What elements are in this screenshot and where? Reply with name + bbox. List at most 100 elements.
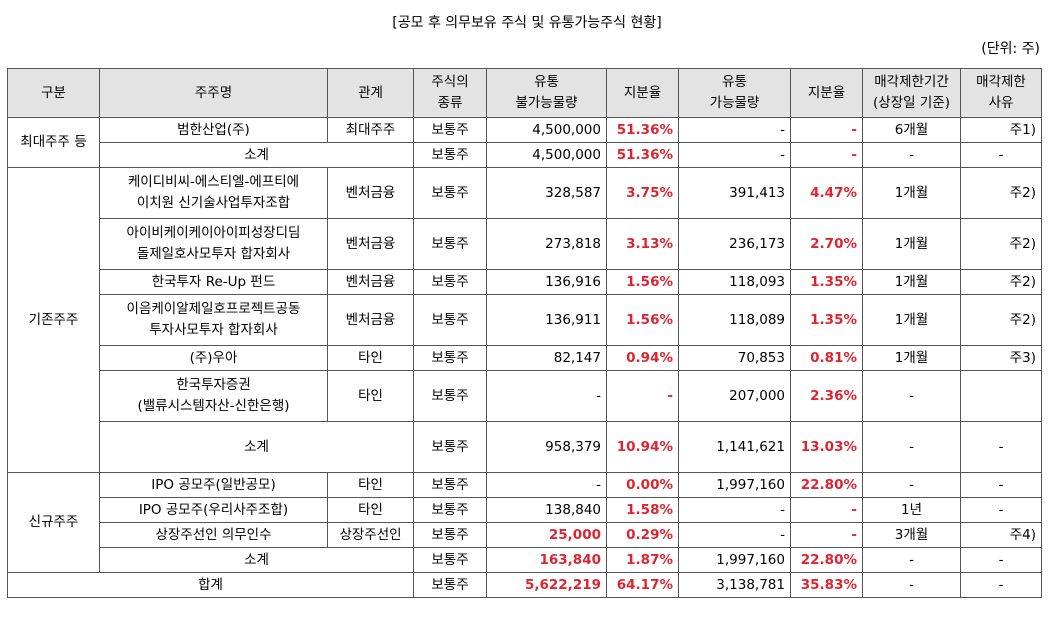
holder-name: 한국투자증권 (밸류시스템자산-신한은행) [99,370,328,422]
group-cell: 신규주주 [7,472,100,573]
locked-qty: 328,587 [486,167,607,219]
holder-name: (주)우아 [99,345,328,371]
locked-qty: 136,916 [486,269,607,295]
locked-qty: 5,622,219 [486,572,607,598]
free-qty: 118,093 [678,269,791,295]
locked-qty: 4,500,000 [486,142,607,168]
relation: 타인 [327,345,414,371]
locked-pct: 1.56% [606,294,679,346]
group-cell: 최대주주 등 [7,117,100,168]
lock-period: - [862,547,961,573]
table-row: 소계 보통주 4,500,000 51.36% - - - - [8,142,1042,168]
holder-name: 한국투자 Re-Up 펀드 [99,269,328,295]
relation: 타인 [327,370,414,422]
total-label: 합계 [7,572,414,598]
share-type: 보통주 [413,497,487,523]
holder-name: IPO 공모주(일반공모) [99,472,328,498]
lock-period: - [862,142,961,168]
locked-qty: - [486,370,607,422]
lock-reason: - [960,142,1042,168]
table-row: 소계 보통주 958,379 10.94% 1,141,621 13.03% - - [8,421,1042,473]
locked-pct: 1.58% [606,497,679,523]
locked-pct: 3.75% [606,167,679,219]
free-pct: 35.83% [790,572,863,598]
lock-period: 1개월 [862,345,961,371]
locked-pct: - [606,370,679,422]
free-qty: - [678,497,791,523]
locked-pct: 51.36% [606,117,679,143]
table-title: [공모 후 의무보유 주식 및 유통가능주식 현황] [392,15,662,31]
total-row: 합계 보통주 5,622,219 64.17% 3,138,781 35.83% - - [7,572,1042,598]
share-type: 보통주 [413,142,487,168]
holder-name: 아이비케이케이아이피성장디딤 돌제일호사모투자 합자회사 [99,218,328,270]
locked-pct: 3.13% [606,218,679,270]
locked-pct: 0.00% [606,472,679,498]
header-category: 구분 [7,68,100,118]
locked-pct: 0.29% [606,522,679,548]
locked-qty: - [486,472,607,498]
header-relation: 관계 [327,68,414,118]
locked-qty: 163,840 [486,547,607,573]
relation: 타인 [327,472,414,498]
table-row: 한국투자증권 (밸류시스템자산-신한은행) 타인 보통주 - -207,000 2.36%… [8,370,1042,422]
share-type: 보통주 [413,167,487,219]
share-type: 보통주 [413,294,487,346]
free-pct: 2.70% [790,218,863,270]
header-locked-qty: 유통 불가능물량 [486,68,607,118]
free-qty: - [678,522,791,548]
free-pct: 1.35% [790,294,863,346]
lock-reason: - [960,572,1042,598]
table-row: 기존주주 케이디비씨-에스티엘-에프티에 이치원 신기술사업투자조합 벤처금융 보통주… [7,167,1042,473]
unit-label: (단위: 주) [981,41,1040,57]
lock-reason: - [960,547,1042,573]
free-qty: - [678,117,791,143]
share-type: 보통주 [413,345,487,371]
free-pct: 22.80% [790,547,863,573]
lock-reason [960,370,1042,422]
lock-reason: 주4) [960,522,1042,548]
locked-qty: 958,379 [486,421,607,473]
subtotal-label: 소계 [99,421,414,473]
free-pct: - [790,117,863,143]
free-qty: 207,000 [678,370,791,422]
free-pct: 4.47% [790,167,863,219]
share-type: 보통주 [413,117,487,143]
shareholding-table: 구분 주주명 관계 주식의 종류 유통 불가능물량 지분율 유통 가능물량 지분… [7,68,1042,598]
free-pct: 1.35% [790,269,863,295]
lock-period: 6개월 [862,117,961,143]
lock-reason: - [960,497,1042,523]
holder-name: 케이디비씨-에스티엘-에프티에 이치원 신기술사업투자조합 [99,167,328,219]
holder-name: 범한산업(주) [99,117,328,143]
table-row: 소계 보통주 163,840 1.87% 1,997,160 22.80% - - [8,547,1042,573]
lock-period: - [862,472,961,498]
lock-period: 1개월 [862,269,961,295]
locked-pct: 1.56% [606,269,679,295]
table-row: IPO 공모주(우리사주조합) 타인 보통주 138,840 1.58% - -1년 - [8,497,1042,523]
locked-qty: 273,818 [486,218,607,270]
header-lock-period: 매각제한기간 (상장일 기준) [862,68,961,118]
lock-period: - [862,421,961,473]
locked-qty: 4,500,000 [486,117,607,143]
header-lock-reason: 매각제한 사유 [960,68,1042,118]
locked-pct: 1.87% [606,547,679,573]
table-row: 아이비케이케이아이피성장디딤 돌제일호사모투자 합자회사 벤처금융 보통주 273,8… [8,218,1042,270]
header-free-qty: 유통 가능물량 [678,68,791,118]
holder-name: IPO 공모주(우리사주조합) [99,497,328,523]
lock-period: - [862,370,961,422]
header-share-type: 주식의 종류 [413,68,487,118]
lock-period: 1개월 [862,294,961,346]
share-type: 보통주 [413,218,487,270]
lock-period: 1개월 [862,218,961,270]
relation: 최대주주 [327,117,414,143]
header-holder-name: 주주명 [99,68,328,118]
free-qty: 391,413 [678,167,791,219]
lock-reason: 주2) [960,167,1042,219]
free-qty: 1,997,160 [678,472,791,498]
table-row: (주)우아 타인 보통주 82,147 0.94% 70,853 0.81% 1개월 주3) [8,345,1042,371]
header-row: 구분 주주명 관계 주식의 종류 유통 불가능물량 지분율 유통 가능물량 지분… [7,68,1042,118]
relation: 벤처금융 [327,167,414,219]
header-free-pct: 지분율 [790,68,863,118]
table-row: 한국투자 Re-Up 펀드 벤처금융 보통주 136,916 1.56% 118,093 1… [8,269,1042,295]
lock-reason: 주2) [960,294,1042,346]
free-qty: 236,173 [678,218,791,270]
